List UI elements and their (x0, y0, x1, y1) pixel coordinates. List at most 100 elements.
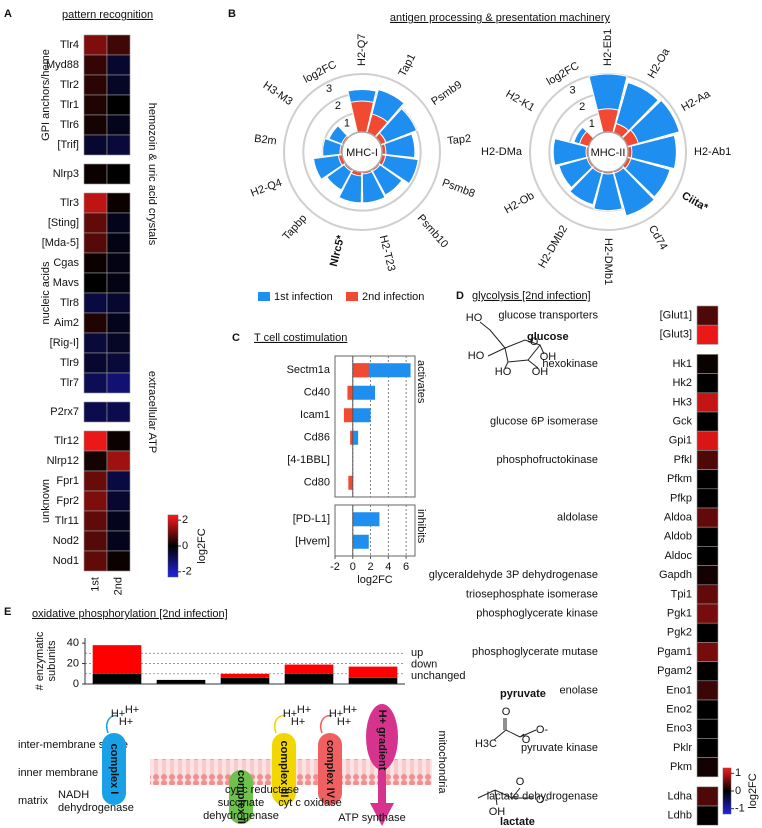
region-label: inter-membrane space (18, 739, 128, 751)
enzyme-label: succinate (218, 797, 264, 809)
bar-segment (348, 677, 398, 684)
radial-tick-label: 3 (569, 84, 575, 96)
enzyme-label: ATP synthase (338, 812, 405, 824)
panel-letter: D (456, 290, 464, 302)
proton-arrow (106, 714, 119, 734)
category-label: Psmb10 (415, 212, 451, 250)
radial-tick-label: 2 (579, 101, 585, 113)
group-label: nucleic acids (40, 261, 52, 324)
bar (352, 512, 380, 527)
heatmap-cell (83, 530, 108, 552)
panel-letter: B (228, 8, 236, 20)
heatmap-cell (696, 622, 719, 643)
heatmap-cell (83, 372, 108, 394)
heatmap-cell (696, 565, 719, 586)
heatmap-cell (106, 34, 131, 56)
bar (352, 363, 369, 378)
y-axis-label: # enzymatic (34, 631, 46, 690)
group-label: hemozoin & uric acid crystals (146, 103, 158, 246)
heatmap-cell (106, 372, 131, 394)
row-label: Hk3 (672, 396, 692, 408)
heatmap-cell (83, 232, 108, 254)
complex (102, 733, 126, 805)
atp-synthase-stem (378, 765, 386, 805)
category-label: [Hvem] (295, 536, 330, 548)
complex-label: complex III (278, 741, 290, 798)
atom-label: O (522, 734, 531, 746)
radial-axis-label: log2FC (302, 59, 339, 86)
atom-label: OH (489, 806, 506, 818)
bar (350, 430, 353, 445)
atom-label: OH (532, 366, 549, 378)
panel-letter: A (4, 8, 12, 20)
atom-label: O (502, 706, 511, 718)
enzyme-label: cyt c oxidase (278, 797, 342, 809)
category-label: Nlrc5* (328, 233, 347, 267)
heatmap-cell (696, 546, 719, 566)
enzyme-label: phosphofructokinase (496, 454, 598, 466)
legend-label: 2nd infection (362, 291, 424, 303)
proton-label: H+ (291, 716, 305, 728)
row-label: Eno2 (666, 704, 692, 716)
panel-title: pattern recognition (62, 9, 153, 21)
category-label: Tapbp (281, 212, 310, 242)
atom-label: OH (540, 351, 557, 363)
row-label: Aldoc (664, 550, 692, 562)
category-label: H2-Ab1 (694, 146, 731, 158)
atp-synthase (366, 704, 398, 770)
row-label: Nod1 (53, 555, 79, 567)
heatmap-cell (83, 192, 108, 214)
heatmap-cell (106, 232, 131, 254)
category-label: Sectm1a (287, 364, 331, 376)
enzyme-label: aldolase (557, 512, 598, 524)
group-label: GPI anchors/heme (40, 49, 52, 141)
row-label: P2rx7 (50, 406, 79, 418)
heatmap-cell (83, 312, 108, 334)
molecule-name: glucose (527, 331, 569, 343)
row-label: Tlr2 (60, 79, 79, 91)
x-tick-label: -2 (330, 561, 340, 573)
row-label: Nlrp3 (53, 168, 79, 180)
panel-letter: E (4, 606, 11, 618)
category-label: H2-DMb2 (536, 223, 570, 270)
category-label: Cd86 (304, 432, 330, 444)
y-tick-label: 40 (67, 637, 79, 649)
heatmap-cell (696, 305, 719, 326)
heatmap-cell (106, 470, 131, 492)
atom-label: HO (468, 350, 485, 362)
bar-segment (220, 673, 270, 678)
heatmap-cell (83, 114, 108, 136)
heatmap-cell (696, 786, 719, 807)
colorbar-label: log2FC (747, 773, 759, 809)
heatmap-cell (696, 469, 719, 490)
heatmap-cell (106, 252, 131, 274)
proton-label: H+ (329, 708, 343, 720)
row-label: Pgam2 (657, 665, 692, 677)
center-label: MHC-I (346, 147, 378, 159)
group-label: unknown (40, 479, 52, 523)
proton-label: H+ (111, 708, 125, 720)
heatmap-cell (83, 401, 108, 423)
row-label: Pkm (670, 761, 692, 773)
heatmap-cell (696, 392, 719, 413)
x-tick-label: 2 (367, 561, 373, 573)
heatmap-cell (106, 510, 131, 532)
row-label: [Mda-5] (42, 237, 79, 249)
bar (343, 408, 353, 423)
row-label: Pfkp (670, 492, 692, 504)
heatmap-cell (106, 430, 131, 452)
proton-label: H+ (337, 716, 351, 728)
category-label: H3-M3 (261, 79, 295, 108)
enzyme-label: cyt c reductase (225, 784, 299, 796)
y-tick-label: 0 (73, 678, 79, 690)
row-label: Tlr12 (54, 435, 79, 447)
block-label: inhibits (415, 509, 427, 544)
bar-segment (284, 664, 334, 674)
row-label: Pgk2 (667, 627, 692, 639)
category-label: Tap1 (397, 52, 419, 79)
radial-grid (283, 73, 441, 231)
y-tick-label: 20 (67, 657, 79, 669)
complex-label: complex IV (324, 740, 336, 799)
bar (347, 385, 353, 400)
category-label: Cd40 (304, 387, 330, 399)
